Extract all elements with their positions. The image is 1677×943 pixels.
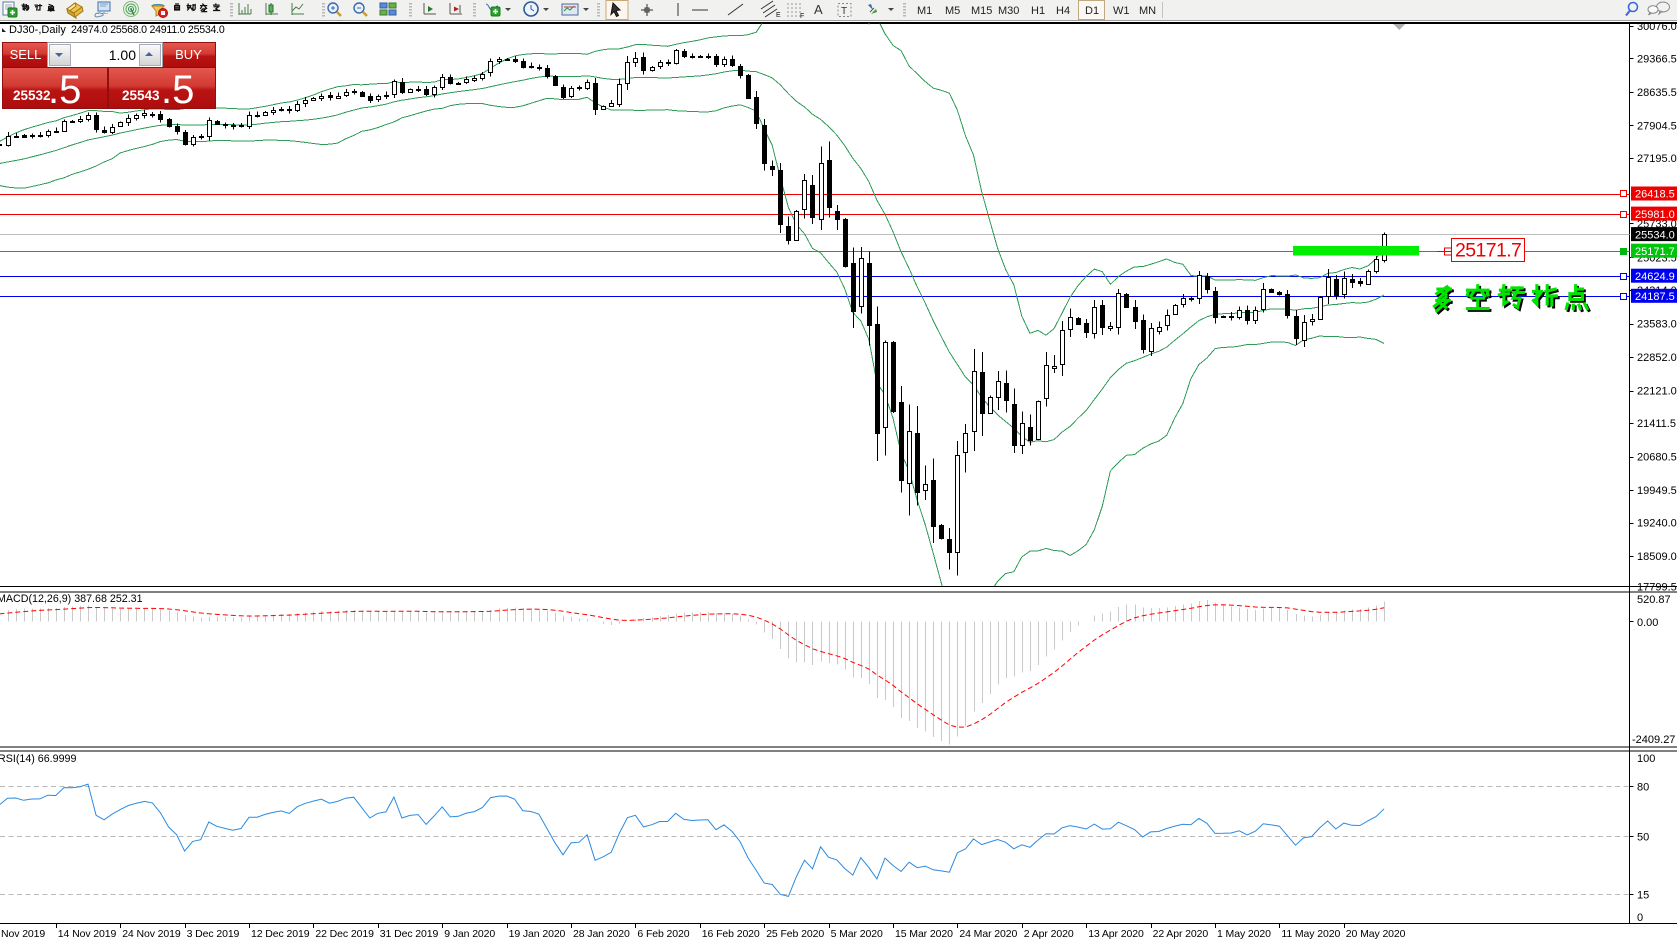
svg-text:A: A [814, 2, 823, 17]
svg-text:24624.9: 24624.9 [1635, 271, 1675, 283]
svg-text:11 May 2020: 11 May 2020 [1281, 928, 1340, 940]
svg-text:22121.0: 22121.0 [1637, 386, 1677, 398]
svg-text:1 May 2020: 1 May 2020 [1217, 928, 1271, 940]
svg-text:E: E [776, 12, 781, 19]
svg-text:18509.0: 18509.0 [1637, 551, 1677, 563]
svg-text:9 Jan 2020: 9 Jan 2020 [444, 928, 495, 940]
svg-text:12 Dec 2019: 12 Dec 2019 [251, 928, 310, 940]
svg-text:80: 80 [1637, 782, 1649, 794]
svg-text:M1: M1 [917, 5, 932, 17]
svg-text:25 Feb 2020: 25 Feb 2020 [766, 928, 824, 940]
svg-text:21411.5: 21411.5 [1637, 418, 1676, 430]
svg-text:26418.5: 26418.5 [1635, 189, 1675, 201]
svg-text:24 Mar 2020: 24 Mar 2020 [959, 928, 1017, 940]
svg-text:W1: W1 [1113, 5, 1130, 17]
svg-text:24 Nov 2019: 24 Nov 2019 [122, 928, 181, 940]
svg-text:0.00: 0.00 [1637, 617, 1658, 629]
svg-text:RSI(14) 66.9999: RSI(14) 66.9999 [0, 753, 76, 765]
svg-text:3 Dec 2019: 3 Dec 2019 [187, 928, 240, 940]
svg-text:520.87: 520.87 [1637, 594, 1671, 606]
svg-text:22852.0: 22852.0 [1637, 352, 1677, 364]
svg-text:28 Jan 2020: 28 Jan 2020 [573, 928, 630, 940]
svg-text:27195.0: 27195.0 [1637, 153, 1677, 165]
svg-text:15: 15 [1637, 890, 1649, 902]
svg-text:19240.0: 19240.0 [1637, 518, 1677, 530]
svg-text:100: 100 [1637, 753, 1655, 765]
svg-text:2 Apr 2020: 2 Apr 2020 [1024, 928, 1074, 940]
svg-text:28635.5: 28635.5 [1637, 87, 1677, 99]
svg-text:17799.5: 17799.5 [1637, 582, 1677, 594]
svg-text:MACD(12,26,9) 387.68 252.31: MACD(12,26,9) 387.68 252.31 [0, 593, 143, 605]
svg-text:25534.0: 25534.0 [1635, 229, 1675, 241]
svg-text:D1: D1 [1085, 5, 1099, 17]
svg-text:31 Dec 2019: 31 Dec 2019 [380, 928, 439, 940]
svg-text:15 Mar 2020: 15 Mar 2020 [895, 928, 953, 940]
svg-text:24187.5: 24187.5 [1635, 291, 1675, 303]
svg-text:27904.5: 27904.5 [1637, 120, 1677, 132]
svg-text:20 May 2020: 20 May 2020 [1346, 928, 1406, 940]
svg-text:30076.0: 30076.0 [1637, 21, 1677, 33]
svg-text:14 Nov 2019: 14 Nov 2019 [58, 928, 117, 940]
svg-text:29366.5: 29366.5 [1637, 53, 1677, 65]
svg-text:Nov 2019: Nov 2019 [1, 928, 45, 940]
svg-text:13 Apr 2020: 13 Apr 2020 [1088, 928, 1144, 940]
svg-text:H4: H4 [1056, 5, 1070, 17]
svg-text:22 Dec 2019: 22 Dec 2019 [315, 928, 374, 940]
svg-text:M5: M5 [945, 5, 960, 17]
svg-text:0: 0 [1637, 912, 1643, 924]
svg-text:DJ30-,Daily: DJ30-,Daily [9, 24, 66, 36]
svg-text:22 Apr 2020: 22 Apr 2020 [1153, 928, 1209, 940]
svg-text:F: F [800, 13, 804, 20]
svg-text:T: T [841, 6, 847, 17]
svg-text:16 Feb 2020: 16 Feb 2020 [702, 928, 760, 940]
svg-text:24974.0 25568.0 24911.0 25534.: 24974.0 25568.0 24911.0 25534.0 [71, 24, 225, 36]
svg-text:19949.5: 19949.5 [1637, 485, 1677, 497]
svg-text:MN: MN [1139, 5, 1156, 17]
svg-text:23583.0: 23583.0 [1637, 319, 1677, 331]
svg-text:19 Jan 2020: 19 Jan 2020 [509, 928, 566, 940]
svg-text:25171.7: 25171.7 [1455, 240, 1521, 262]
svg-text:20680.5: 20680.5 [1637, 452, 1677, 464]
svg-text:H1: H1 [1031, 5, 1045, 17]
svg-text:5 Mar 2020: 5 Mar 2020 [831, 928, 883, 940]
svg-text:M15: M15 [971, 5, 992, 17]
svg-text:M30: M30 [998, 5, 1019, 17]
svg-text:-2409.27: -2409.27 [1632, 734, 1675, 746]
svg-text:25171.7: 25171.7 [1635, 246, 1675, 258]
svg-text:6 Feb 2020: 6 Feb 2020 [637, 928, 689, 940]
svg-text:25981.0: 25981.0 [1635, 209, 1675, 221]
svg-text:50: 50 [1637, 832, 1649, 844]
